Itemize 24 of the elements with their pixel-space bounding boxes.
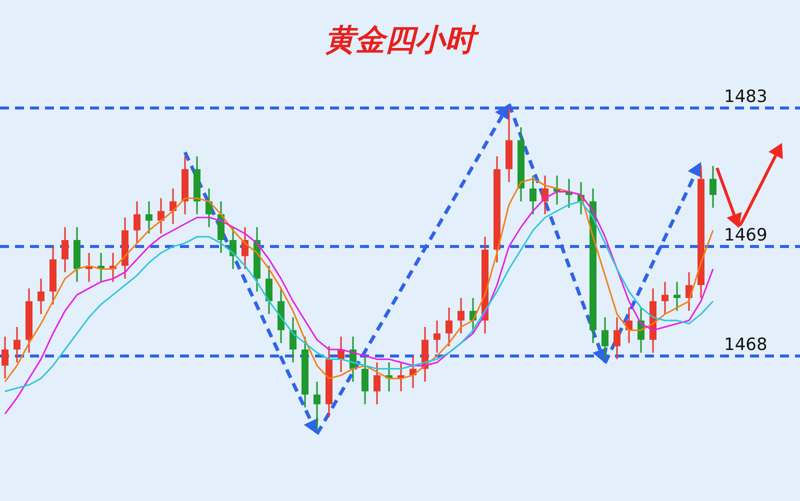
annotation: 1468 [724,334,768,355]
candlestick [710,165,716,209]
candlestick [458,297,464,334]
candlestick [2,336,8,380]
candlestick [434,320,440,354]
candlestick [146,200,152,234]
candlestick [62,226,68,273]
candlestick [662,281,668,315]
candlestick [446,306,452,348]
candlestick [266,265,272,315]
candlestick [374,362,380,405]
candlestick [290,316,296,364]
candlestick [14,326,20,364]
annotation: 1483 [724,87,768,107]
candlestick [602,316,608,360]
candlestick [362,355,368,405]
candlestick [314,380,320,431]
candlestick [134,200,140,244]
candlestick [206,188,212,228]
candlestick [530,174,536,216]
annotation: 1469 [724,225,768,246]
candlestick [674,281,680,312]
candlestick [614,316,620,360]
candlestick [38,278,44,315]
